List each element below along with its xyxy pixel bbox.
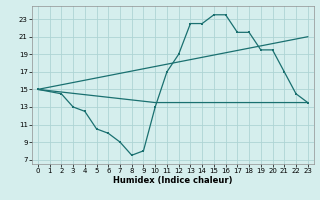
X-axis label: Humidex (Indice chaleur): Humidex (Indice chaleur) (113, 176, 233, 185)
